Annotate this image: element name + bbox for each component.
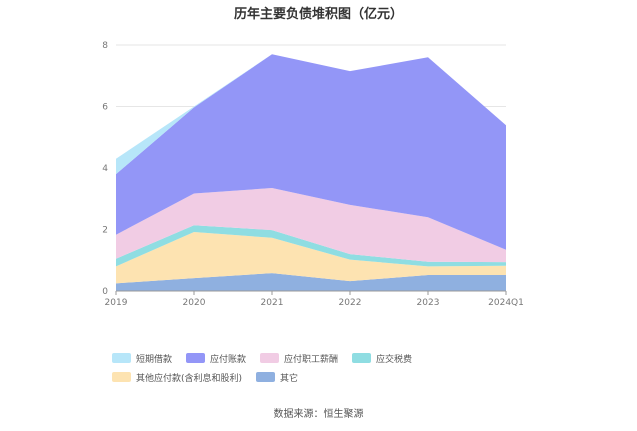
legend-swatch — [256, 372, 276, 382]
legend-swatch — [186, 353, 206, 363]
y-tick-label: 2 — [102, 226, 108, 236]
area-series — [116, 54, 506, 250]
stacked-area-chart: 0 2 4 6 8 2019 2020 2021 2022 2023 2024Q1 — [102, 41, 524, 308]
chart-legend: 短期借款 应付账款 应付职工薪酬 应交税费其他应付款(含利息和股利) 其它 — [112, 352, 532, 384]
legend-swatch — [352, 353, 372, 363]
legend-label: 应付职工薪酬 — [284, 354, 339, 365]
legend-swatch — [112, 372, 131, 382]
x-tick-label: 2021 — [261, 298, 284, 308]
y-tick-label: 8 — [102, 41, 108, 51]
legend-item[interactable]: 应付账款 — [186, 352, 247, 365]
x-tick-label: 2019 — [105, 298, 128, 308]
area-series — [116, 273, 506, 291]
legend-label: 短期借款 — [136, 354, 173, 365]
legend-item[interactable]: 应付职工薪酬 — [260, 352, 339, 365]
legend-item[interactable]: 短期借款 — [112, 352, 173, 365]
x-tick-label: 2023 — [417, 298, 440, 308]
legend-item[interactable]: 其它 — [256, 371, 299, 384]
x-tick-label: 2022 — [339, 298, 362, 308]
area-series — [116, 231, 506, 284]
y-tick-label: 4 — [102, 164, 108, 174]
legend-swatch — [260, 353, 280, 363]
legend-item[interactable]: 其他应付款(含利息和股利) — [112, 371, 243, 384]
legend-label: 应付账款 — [210, 354, 247, 365]
y-tick-label: 6 — [102, 103, 108, 113]
legend-label: 其它 — [280, 373, 299, 384]
x-tick-label: 2024Q1 — [488, 298, 524, 308]
legend-label: 应交税费 — [376, 354, 413, 365]
chart-title: 历年主要负债堆积图（亿元） — [233, 7, 403, 22]
area-series — [116, 225, 506, 267]
x-tick-label: 2020 — [183, 298, 206, 308]
legend-item[interactable]: 应交税费 — [352, 352, 413, 365]
legend-swatch — [112, 353, 131, 363]
legend-label: 其他应付款(含利息和股利) — [136, 373, 243, 384]
y-tick-label: 0 — [102, 287, 108, 297]
area-series — [116, 187, 506, 263]
data-source-note: 数据来源：恒生聚源 — [273, 409, 364, 420]
